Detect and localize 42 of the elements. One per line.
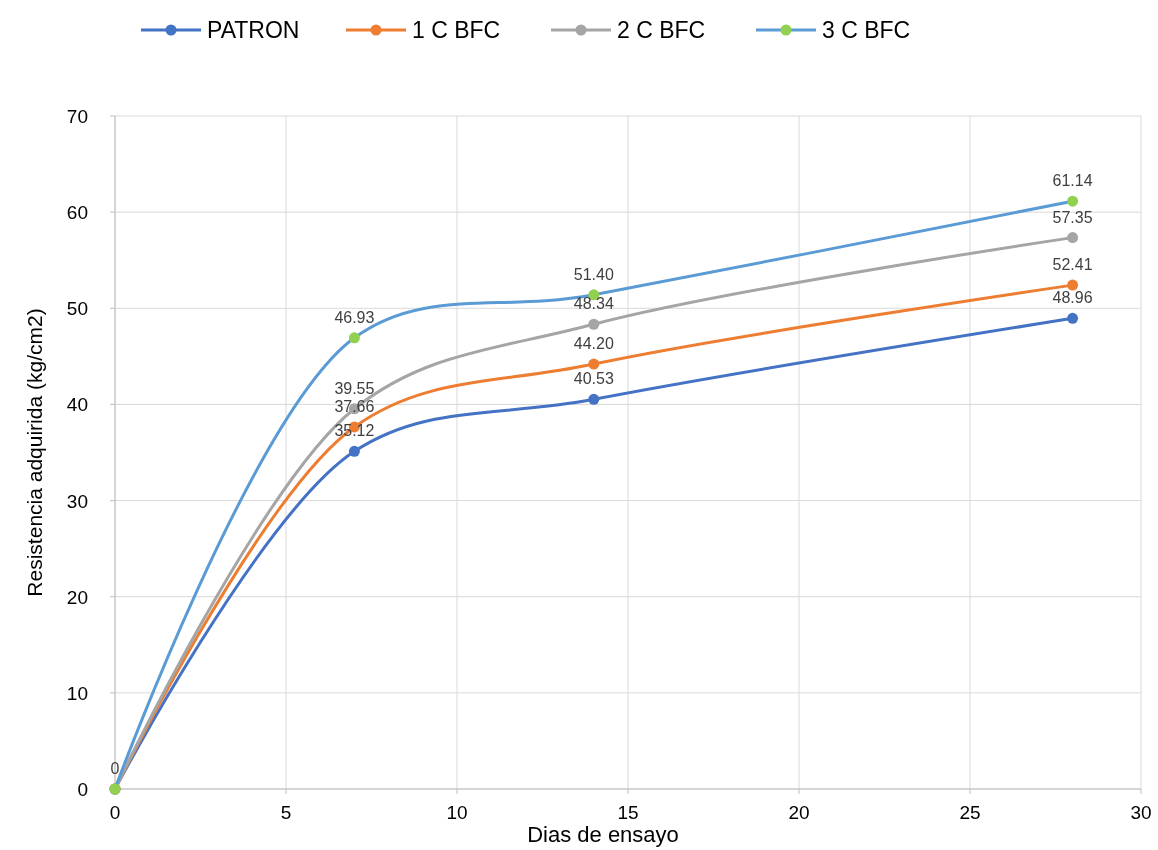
- data-label: 57.35: [1052, 208, 1093, 226]
- x-tick-label: 30: [1130, 802, 1152, 823]
- x-tick-label: 5: [280, 802, 292, 823]
- y-tick-label: 20: [66, 586, 88, 608]
- y-tick-label: 0: [77, 779, 88, 800]
- y-tick-label: 10: [66, 682, 88, 704]
- point: [588, 318, 600, 330]
- x-tick-label: 10: [446, 802, 468, 823]
- data-label: 48.34: [573, 295, 614, 313]
- legend-label: 1 C BFC: [412, 17, 501, 43]
- y-tick-label: 50: [66, 298, 88, 320]
- point: [1067, 195, 1079, 207]
- x-tick-label: 15: [617, 802, 639, 823]
- y-axis-title: Resistencia adquirida (kg/cm2): [23, 308, 46, 597]
- y-tick-label: 30: [66, 490, 88, 512]
- point: [348, 332, 360, 344]
- data-label: 37.66: [334, 397, 375, 415]
- legend-label: 3 C BFC: [822, 17, 911, 43]
- data-label: 39.55: [334, 379, 375, 397]
- x-tick-label: 25: [959, 802, 981, 823]
- data-label: 46.93: [334, 308, 375, 326]
- point: [588, 358, 600, 370]
- legend-label: 2 C BFC: [617, 17, 706, 43]
- point: [588, 393, 600, 405]
- point: [1067, 279, 1079, 291]
- y-tick-label: 60: [66, 202, 88, 224]
- data-label: 61.14: [1052, 172, 1093, 190]
- legend-label: PATRON: [207, 17, 300, 43]
- data-label: 40.53: [573, 370, 614, 388]
- point: [348, 445, 360, 457]
- data-label: 52.41: [1052, 256, 1093, 274]
- data-label: 48.96: [1052, 289, 1093, 307]
- data-label: 0: [110, 760, 120, 777]
- x-axis-title: Dias de ensayo: [527, 822, 679, 847]
- point: [1067, 232, 1079, 244]
- point: [1067, 312, 1079, 324]
- data-label: 44.20: [573, 335, 614, 353]
- x-tick-label: 0: [109, 802, 121, 823]
- data-label: 51.40: [573, 265, 614, 283]
- y-tick-label: 70: [66, 106, 88, 127]
- y-tick-label: 40: [66, 394, 88, 416]
- x-tick-label: 20: [788, 802, 810, 823]
